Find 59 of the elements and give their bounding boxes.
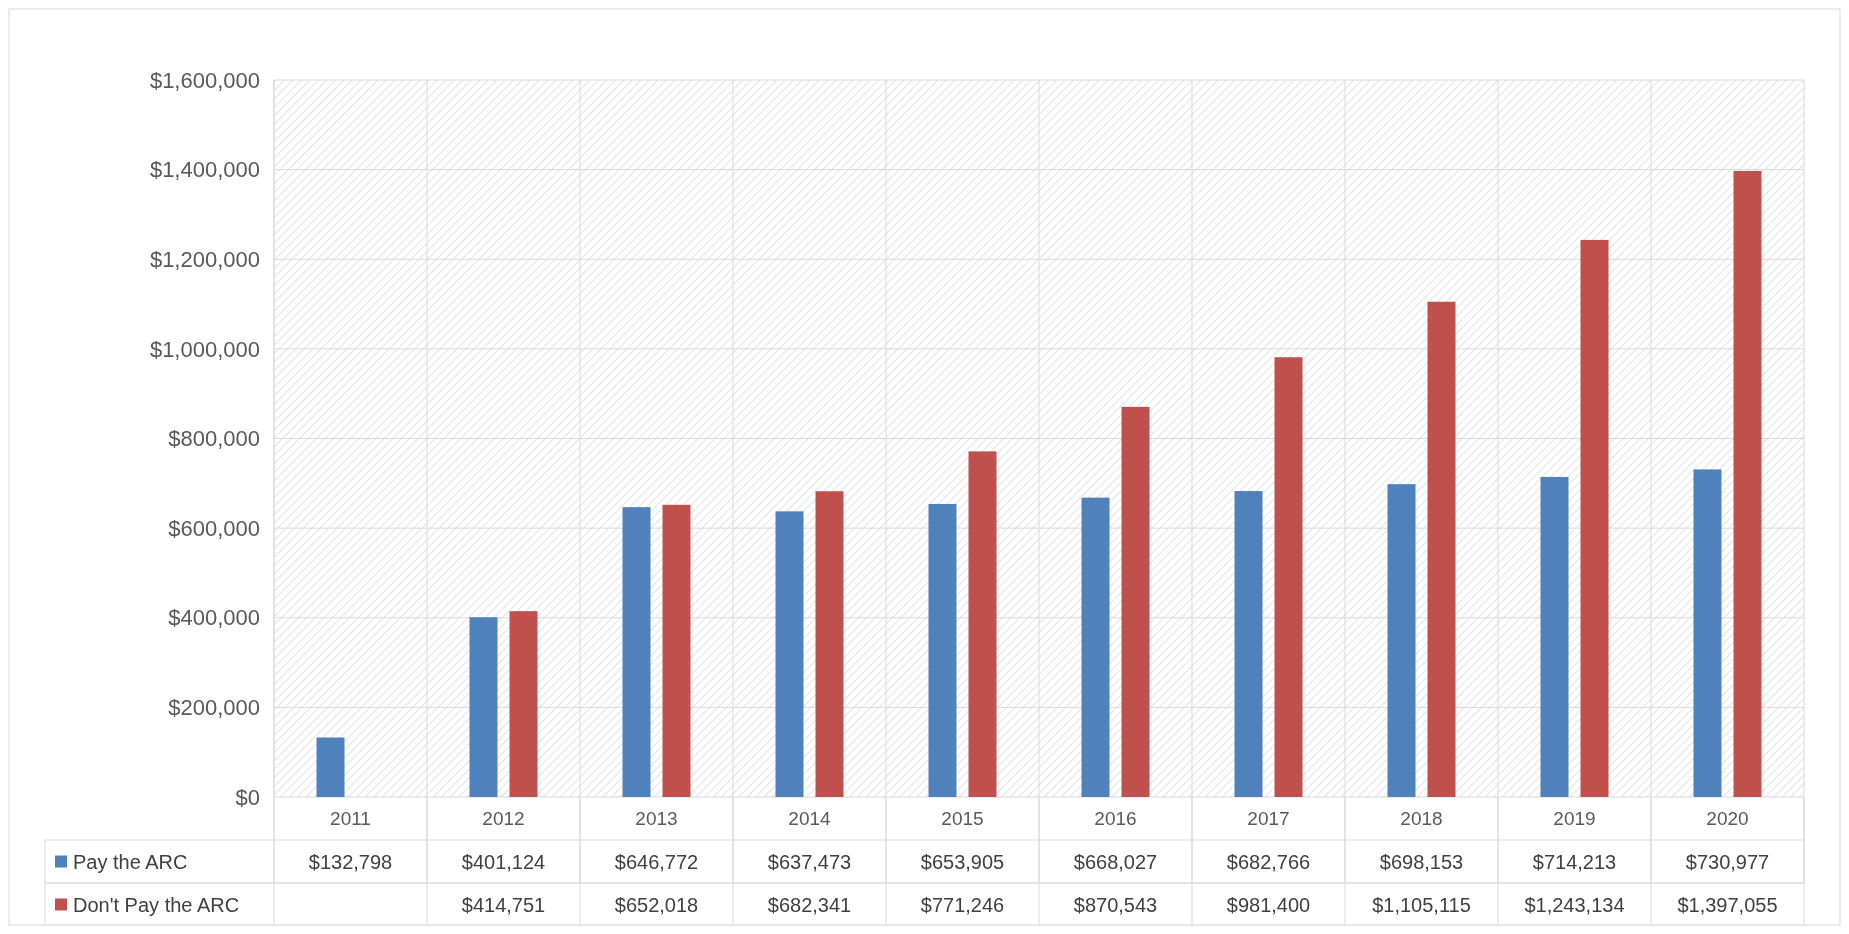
data-label: $730,977: [1685, 850, 1770, 873]
data-label: $682,766: [1226, 850, 1311, 873]
data-label: $637,473: [767, 850, 852, 873]
y-tick-label: $1,600,000: [149, 67, 260, 93]
y-tick-label: $0: [235, 784, 260, 810]
bar: [509, 611, 538, 797]
x-tick-label: 2011: [330, 808, 371, 830]
bar: [775, 511, 804, 797]
x-tick-label: 2014: [788, 808, 832, 830]
bar: [1234, 491, 1263, 797]
data-label: $652,018: [614, 893, 699, 916]
bar: [1540, 476, 1569, 797]
y-tick-label: $400,000: [168, 605, 260, 631]
bar: [1580, 239, 1609, 797]
bar: [1081, 497, 1110, 797]
bar: [1733, 170, 1762, 797]
data-label: $698,153: [1379, 850, 1464, 873]
bar: [815, 491, 844, 797]
bar: [1387, 484, 1416, 797]
bar: [928, 503, 957, 797]
x-tick-label: 2015: [941, 808, 984, 830]
bar: [1427, 301, 1456, 797]
bar: [469, 617, 498, 797]
data-label: $646,772: [614, 850, 699, 873]
data-label: $132,798: [308, 850, 393, 873]
data-label: $981,400: [1226, 893, 1311, 916]
data-label: $668,027: [1073, 850, 1158, 873]
data-label: $870,543: [1073, 893, 1158, 916]
data-label: $714,213: [1532, 850, 1617, 873]
x-tick-label: 2020: [1706, 808, 1749, 830]
data-label: $771,246: [920, 893, 1005, 916]
data-label: $1,105,115: [1372, 893, 1471, 916]
y-tick-label: $800,000: [168, 426, 260, 452]
bar: [1274, 357, 1303, 797]
x-tick-label: 2017: [1247, 808, 1290, 830]
y-tick-label: $200,000: [168, 695, 260, 721]
bar: [1121, 406, 1150, 797]
x-tick-label: 2012: [482, 808, 525, 830]
data-label: $401,124: [461, 850, 546, 873]
bar: [968, 451, 997, 797]
y-tick-label: $600,000: [168, 515, 260, 541]
data-label: $414,751: [461, 893, 546, 916]
legend-label: Pay the ARC: [73, 850, 188, 873]
legend-label: Don't Pay the ARC: [73, 893, 240, 916]
data-label: $1,243,134: [1524, 893, 1625, 916]
data-label: $1,397,055: [1677, 893, 1778, 916]
x-tick-label: 2013: [635, 808, 678, 830]
x-tick-label: 2016: [1094, 808, 1137, 830]
x-tick-label: 2018: [1400, 808, 1443, 830]
y-tick-label: $1,200,000: [149, 246, 260, 272]
bar: [622, 507, 651, 797]
x-tick-label: 2019: [1553, 808, 1596, 830]
bar: [316, 737, 345, 797]
bar: [662, 504, 691, 797]
bar: [1693, 469, 1722, 797]
data-label: $682,341: [767, 893, 852, 916]
y-tick-label: $1,000,000: [149, 336, 260, 362]
y-tick-label: $1,400,000: [149, 157, 260, 183]
data-label: $653,905: [920, 850, 1005, 873]
